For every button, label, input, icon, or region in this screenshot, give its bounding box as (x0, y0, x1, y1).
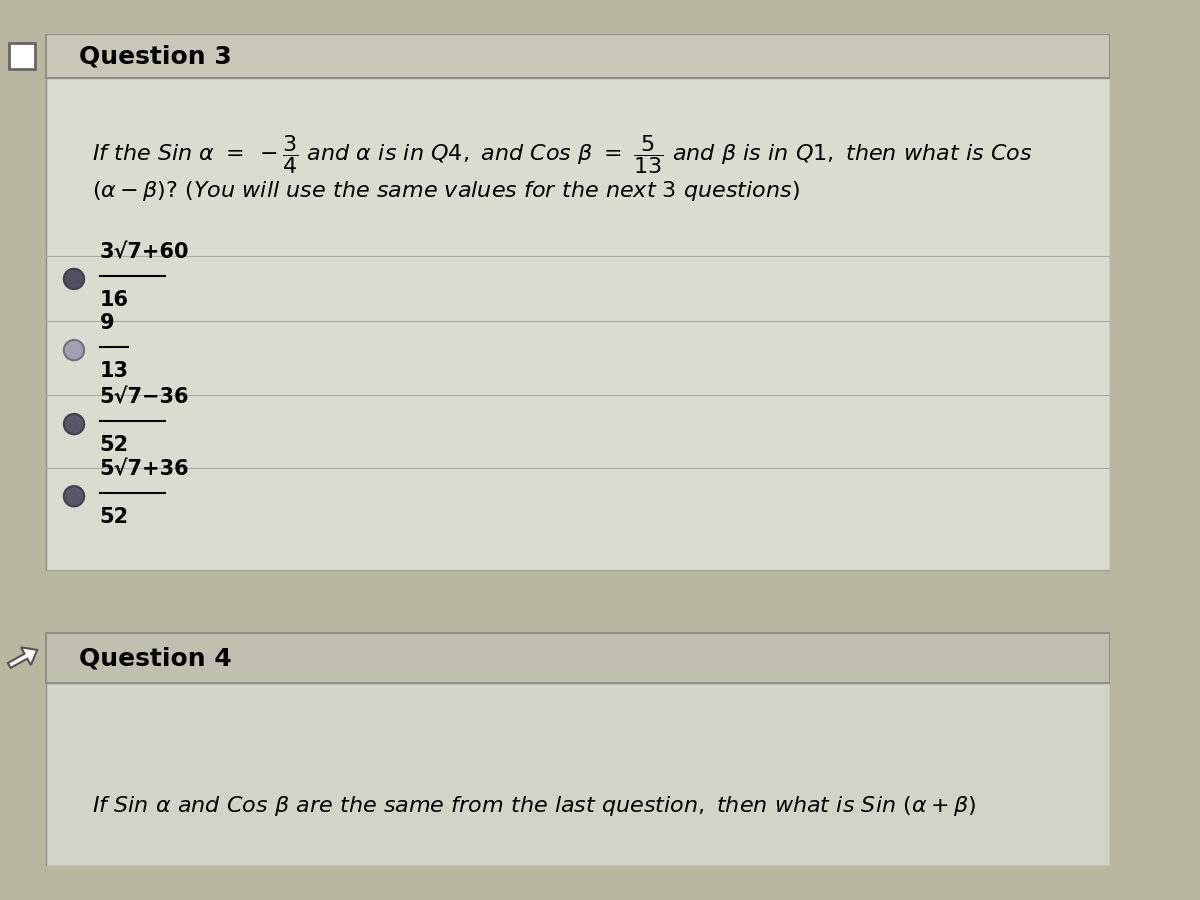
Text: 52: 52 (100, 508, 128, 527)
Text: 16: 16 (100, 290, 128, 310)
Text: 5√7+36: 5√7+36 (100, 460, 190, 480)
Circle shape (64, 340, 84, 360)
Text: 13: 13 (100, 361, 128, 382)
Bar (47, 633, 1110, 683)
Text: 9: 9 (100, 313, 114, 334)
Text: 3√7+60: 3√7+60 (100, 242, 190, 262)
Bar (47, 78, 1110, 571)
Circle shape (64, 486, 84, 507)
Text: Question 3: Question 3 (79, 44, 232, 68)
Text: 52: 52 (100, 436, 128, 455)
Text: $\mathit{If\ Sin}\ \alpha\ \mathit{and\ Cos}\ \beta\ \mathit{are\ the\ same\ fro: $\mathit{If\ Sin}\ \alpha\ \mathit{and\ … (92, 794, 977, 818)
Bar (47, 34, 1110, 78)
Text: $\mathit{If\ the\ Sin}\ \alpha\ =\ -\dfrac{3}{4}\ \mathit{and}\ \alpha\ \mathit{: $\mathit{If\ the\ Sin}\ \alpha\ =\ -\dfr… (92, 132, 1033, 176)
Text: 5√7−36: 5√7−36 (100, 388, 190, 408)
Bar (10, 43, 35, 69)
Circle shape (64, 269, 84, 289)
Text: Question 4: Question 4 (79, 646, 232, 670)
Circle shape (64, 414, 84, 435)
Text: $(\alpha - \beta)?\ \mathit{(You\ will\ use\ the\ same\ values\ for\ the\ next\ : $(\alpha - \beta)?\ \mathit{(You\ will\ … (92, 179, 800, 203)
Bar (47, 683, 1110, 866)
FancyArrow shape (8, 647, 37, 668)
